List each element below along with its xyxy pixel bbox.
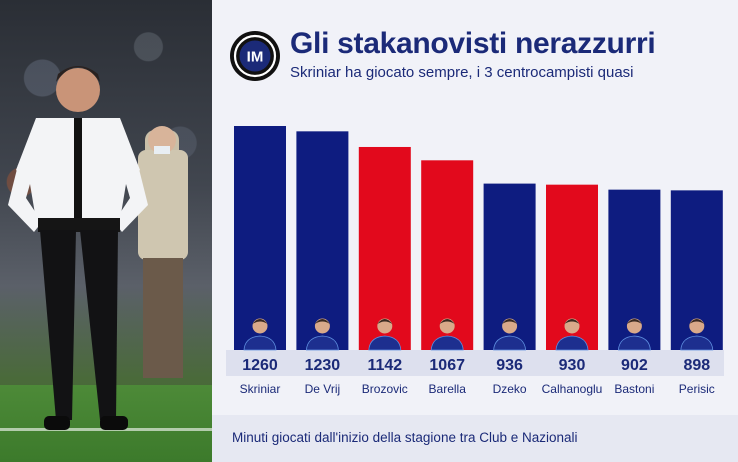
category-label: Brozovic (362, 382, 408, 396)
category-label: Bastoni (614, 382, 654, 396)
bar-group-de-vrij: 1230 De Vrij (296, 131, 349, 396)
coach-photo (0, 0, 212, 462)
bar-group-barella: 1067 Barella (421, 160, 474, 396)
bar-group-calhanoglu: 930 Calhanoglu (542, 184, 603, 396)
bar-chart: 1260 Skriniar 1230 De Vrij 1142 Brozovic 1067 B… (226, 126, 724, 396)
bar-group-perisic: 898 Perisic (670, 190, 723, 396)
bar-value-label: 902 (621, 357, 648, 374)
bar-value-label: 898 (683, 357, 710, 374)
bar-group-dzeko: 936 Dzeko (483, 183, 536, 396)
player-avatar-icon (555, 318, 589, 351)
player-avatar-icon (493, 318, 527, 351)
bar-value-label: 1260 (242, 357, 278, 374)
footnote-band (212, 415, 738, 462)
player-avatar-icon (368, 318, 402, 351)
player-avatar-icon (680, 318, 714, 351)
category-label: Dzeko (493, 382, 527, 396)
category-label: Barella (429, 382, 467, 396)
bar-group-brozovic: 1142 Brozovic (358, 146, 411, 396)
player-avatar-icon (617, 318, 651, 351)
bar-value-label: 1067 (429, 357, 465, 374)
bar (234, 126, 286, 350)
bar-value-label: 1230 (305, 357, 341, 374)
category-label: Perisic (679, 382, 715, 396)
chart-footnote: Minuti giocati dall'inizio della stagion… (232, 430, 578, 445)
player-avatar-icon (430, 318, 464, 351)
bar-value-label: 1142 (367, 357, 402, 374)
bar (421, 160, 474, 350)
category-label: Skriniar (240, 382, 281, 396)
chart-subtitle: Skriniar ha giocato sempre, i 3 centroca… (290, 64, 634, 81)
player-avatar-icon (305, 318, 339, 351)
coach-figure (8, 66, 188, 430)
bar-value-label: 930 (559, 357, 586, 374)
svg-text:IM: IM (247, 49, 264, 66)
infographic-panel: IM Gli stakanovisti nerazzurri Skriniar … (212, 0, 738, 462)
chart-title: Gli stakanovisti nerazzurri (290, 27, 656, 60)
bar (296, 131, 349, 350)
inter-logo-icon: IM (230, 31, 280, 81)
value-label-band (226, 350, 724, 376)
bar-group-bastoni: 902 Bastoni (608, 189, 661, 396)
category-label: De Vrij (305, 382, 341, 396)
bar (358, 146, 411, 350)
player-avatar-icon (243, 318, 277, 351)
bar-group-skriniar: 1260 Skriniar (234, 126, 286, 396)
bar-value-label: 936 (496, 357, 523, 374)
category-label: Calhanoglu (542, 382, 603, 396)
